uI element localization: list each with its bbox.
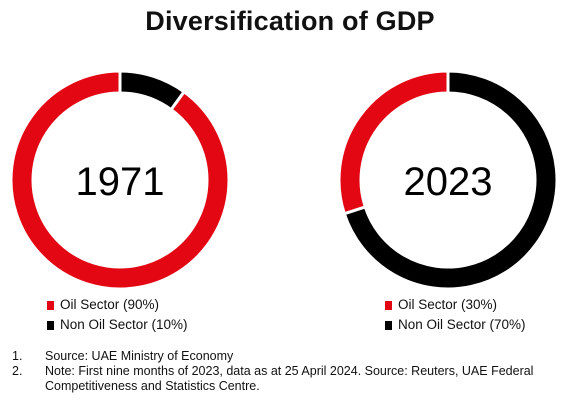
donut-chart-1971: 1971: [10, 70, 230, 290]
footnote-text: Note: First nine months of 2023, data as…: [45, 364, 534, 393]
legend-label: Oil Sector (90%): [60, 297, 160, 312]
footnote-number: 2.: [12, 364, 23, 378]
legend-label: Non Oil Sector (10%): [60, 317, 188, 332]
slice-non-oil-sector-2023: [342, 70, 558, 290]
slice-oil-sector-2023: [338, 70, 450, 216]
slice-oil-sector-1971: [10, 70, 230, 290]
legend-2023: Oil Sector (30%) Non Oil Sector (70%): [385, 295, 526, 335]
legend-swatch-non-oil: [385, 320, 392, 330]
legend-swatch-oil: [47, 300, 54, 310]
legend-swatch-oil: [385, 300, 392, 310]
center-label-1971: 1971: [76, 160, 165, 204]
chart-title: Diversification of GDP: [145, 6, 435, 36]
footnotes: 1. Source: UAE Ministry of Economy 2. No…: [12, 349, 572, 394]
legend-item-oil-2023: Oil Sector (30%): [385, 295, 526, 315]
legend-item-non-oil-2023: Non Oil Sector (70%): [385, 315, 526, 335]
donut-chart-2023: 2023: [338, 70, 558, 290]
legend-1971: Oil Sector (90%) Non Oil Sector (10%): [47, 295, 188, 335]
footnote-2: 2. Note: First nine months of 2023, data…: [12, 364, 572, 394]
footnote-text: Source: UAE Ministry of Economy: [45, 349, 234, 363]
footnote-number: 1.: [12, 349, 23, 363]
legend-label: Non Oil Sector (70%): [398, 317, 526, 332]
legend-item-oil-1971: Oil Sector (90%): [47, 295, 188, 315]
legend-label: Oil Sector (30%): [398, 297, 498, 312]
footnote-1: 1. Source: UAE Ministry of Economy: [12, 349, 572, 364]
legend-swatch-non-oil: [47, 320, 54, 330]
legend-item-non-oil-1971: Non Oil Sector (10%): [47, 315, 188, 335]
center-label-2023: 2023: [404, 160, 493, 204]
